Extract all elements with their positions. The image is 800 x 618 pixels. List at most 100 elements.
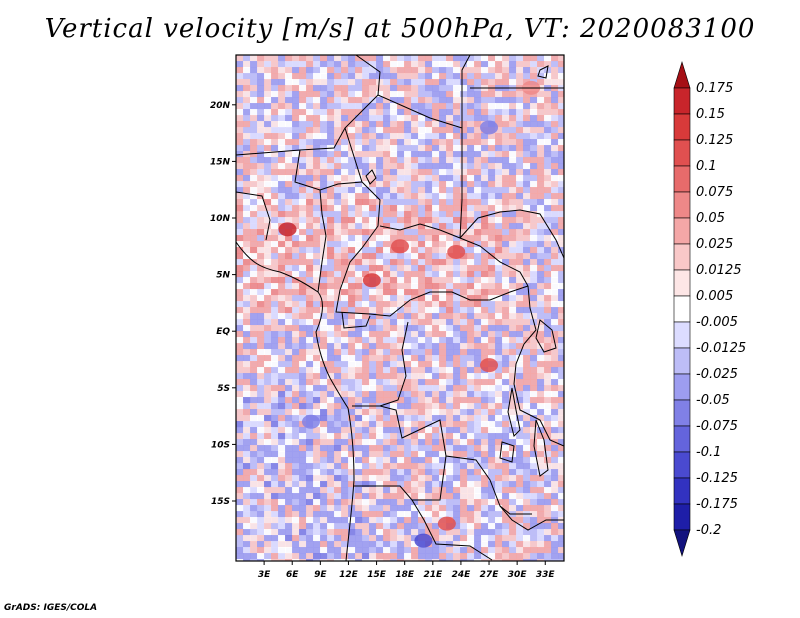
field-cell [397,175,405,182]
field-cell [488,241,496,248]
field-cell [257,151,265,158]
field-cell [250,301,258,308]
field-cell [243,103,251,110]
field-cell [292,85,300,92]
field-cell [467,289,475,296]
field-cell [530,187,538,194]
field-cell [544,247,552,254]
field-cell [292,523,300,530]
field-cell [278,277,286,284]
field-cell [544,67,552,74]
border [335,247,529,317]
field-cell [369,385,377,392]
field-cell [404,511,412,518]
field-cell [243,187,251,194]
field-cell [404,157,412,164]
field-cell [467,355,475,362]
field-cell [334,391,342,398]
field-cell [530,475,538,482]
field-cell [453,187,461,194]
field-cell [474,295,482,302]
field-cell [320,523,328,530]
field-cell [250,211,258,218]
field-cell [530,313,538,320]
field-cell [495,451,503,458]
field-cell [250,271,258,278]
field-cell [327,379,335,386]
field-cell [299,319,307,326]
field-cell [502,139,510,146]
field-cell [327,175,335,182]
field-cell [509,433,517,440]
field-cell [348,169,356,176]
field-cell [425,115,433,122]
field-cell [250,187,258,194]
field-cell [516,55,524,62]
field-cell [292,469,300,476]
field-cell [404,175,412,182]
field-cell [313,175,321,182]
field-cell [383,469,391,476]
field-cell [488,163,496,170]
field-cell [383,325,391,332]
field-cell [544,427,552,434]
field-cell [362,319,370,326]
field-cell [467,127,475,134]
field-cell [481,475,489,482]
field-cell [411,127,419,134]
field-cell [250,205,258,212]
field-cell [236,283,244,290]
field-cell [558,133,564,140]
field-cell [481,61,489,68]
field-cell [439,325,447,332]
field-cell [243,253,251,260]
field-cell [341,295,349,302]
field-cell [320,319,328,326]
field-cell [243,439,251,446]
field-cell [278,433,286,440]
field-cell [509,121,517,128]
field-cell [362,157,370,164]
field-cell [509,61,517,68]
field-cell [488,439,496,446]
field-cell [397,385,405,392]
field-cell [516,433,524,440]
field-cell [502,313,510,320]
field-cell [292,97,300,104]
field-cell [334,97,342,104]
field-cell [278,139,286,146]
field-cell [425,457,433,464]
field-cell [355,295,363,302]
field-cell [320,187,328,194]
field-cell [460,307,468,314]
field-cell [495,337,503,344]
field-cell [313,349,321,356]
field-cell [418,127,426,134]
field-cell [516,505,524,512]
field-cell [481,379,489,386]
field-cell [348,229,356,236]
field-cell [523,67,531,74]
field-cell [425,547,433,554]
field-cell [257,79,265,86]
field-cell [495,523,503,530]
field-cell [257,349,265,356]
field-cell [348,421,356,428]
field-cell [313,241,321,248]
field-cell [404,337,412,344]
field-cell [467,307,475,314]
field-cell [418,79,426,86]
field-cell [474,55,482,62]
field-cell [544,265,552,272]
field-cell [257,277,265,284]
field-cell [446,385,454,392]
field-cell [411,277,419,284]
field-cell [474,439,482,446]
border [411,499,493,561]
field-cell [397,181,405,188]
field-cell [278,469,286,476]
field-cell [390,79,398,86]
field-cell [341,163,349,170]
field-cell [334,421,342,428]
field-cell [250,397,258,404]
